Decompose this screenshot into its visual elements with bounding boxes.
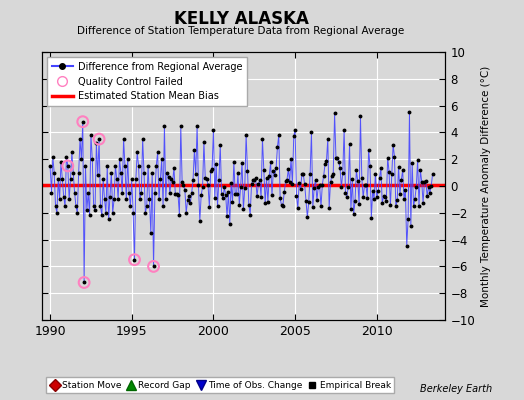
Point bbox=[79, 118, 87, 125]
Text: Difference of Station Temperature Data from Regional Average: Difference of Station Temperature Data f… bbox=[78, 26, 405, 36]
Point bbox=[63, 163, 72, 169]
Point bbox=[95, 136, 103, 142]
Point bbox=[80, 279, 89, 286]
Point bbox=[130, 256, 139, 263]
Y-axis label: Monthly Temperature Anomaly Difference (°C): Monthly Temperature Anomaly Difference (… bbox=[481, 65, 490, 307]
Point bbox=[149, 263, 158, 270]
Text: Berkeley Earth: Berkeley Earth bbox=[420, 384, 493, 394]
Legend: Difference from Regional Average, Quality Control Failed, Estimated Station Mean: Difference from Regional Average, Qualit… bbox=[47, 57, 247, 106]
Legend: Station Move, Record Gap, Time of Obs. Change, Empirical Break: Station Move, Record Gap, Time of Obs. C… bbox=[47, 377, 395, 394]
Text: KELLY ALASKA: KELLY ALASKA bbox=[173, 10, 309, 28]
